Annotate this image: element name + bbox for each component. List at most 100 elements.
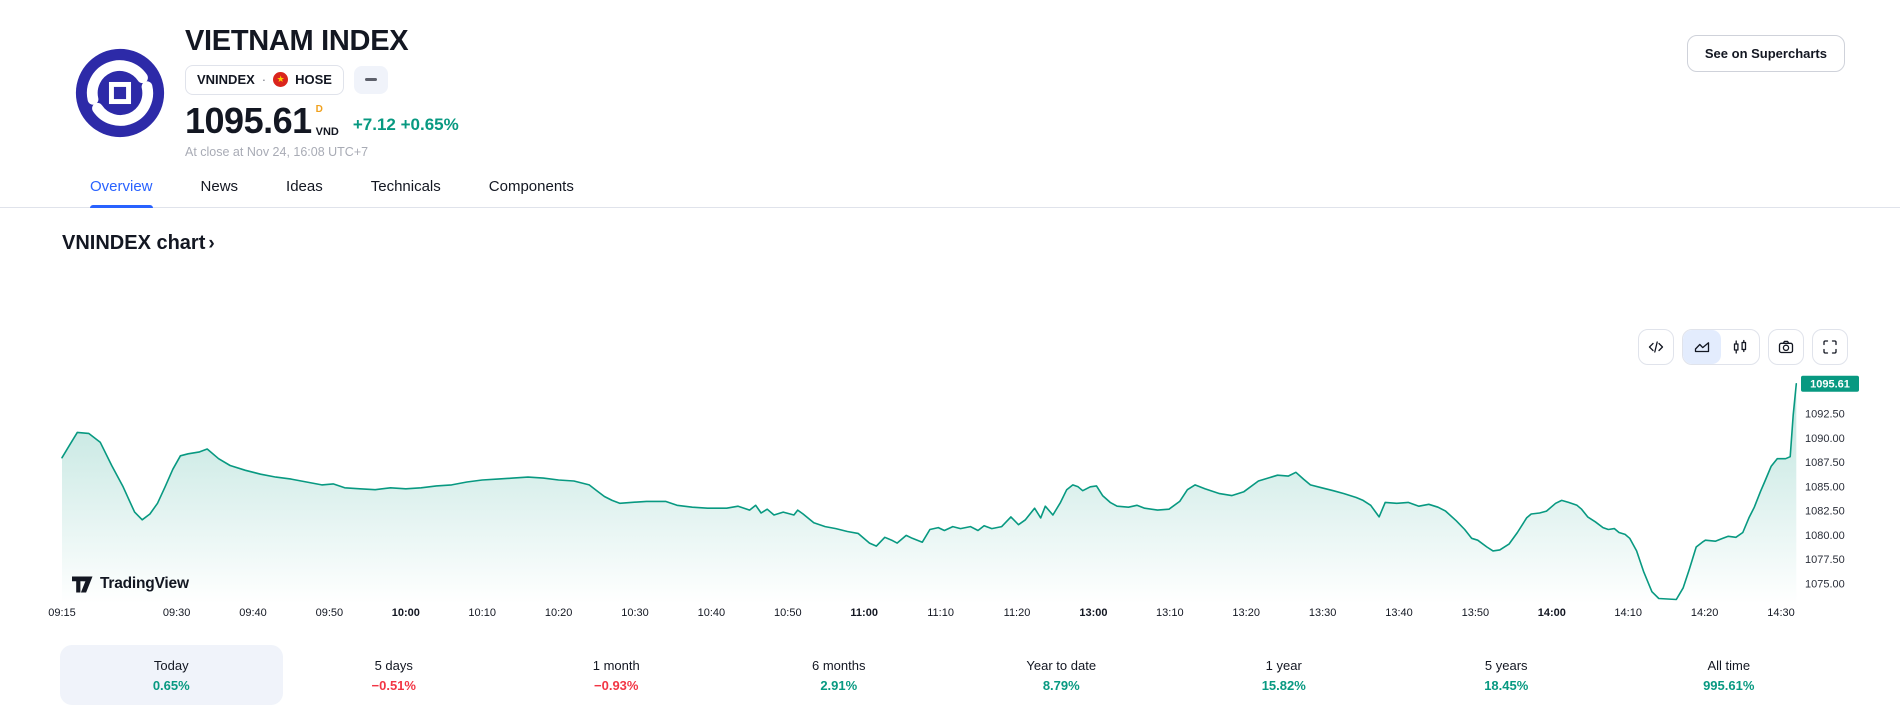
fullscreen-icon: [1823, 340, 1837, 354]
period-label: Today: [153, 657, 189, 673]
time-axis-label: 14:30: [1767, 607, 1795, 619]
y-axis-tick: 1085.00: [1805, 481, 1845, 493]
tab-overview[interactable]: Overview: [90, 174, 153, 208]
period-label: 6 months: [812, 657, 866, 673]
snapshot-button[interactable]: [1768, 329, 1804, 365]
symbol-logo: [75, 48, 165, 138]
time-axis-label: 10:20: [545, 607, 573, 619]
time-axis-label: 10:40: [698, 607, 726, 619]
time-axis-label: 13:20: [1232, 607, 1260, 619]
chart-toolbar: [1638, 329, 1848, 365]
market-status: At close at Nov 24, 16:08 UTC+7: [185, 145, 369, 160]
symbol-name: VNINDEX: [197, 72, 255, 88]
time-axis-label: 10:10: [468, 607, 496, 619]
period-1-month[interactable]: 1 month −0.93%: [505, 645, 728, 705]
tab-components[interactable]: Components: [488, 178, 574, 195]
separator-dot: ·: [261, 72, 267, 88]
last-price: 1095.61: [185, 99, 312, 141]
period-1-year[interactable]: 1 year 15.82%: [1173, 645, 1396, 705]
minus-icon: [364, 78, 377, 82]
area-style-button[interactable]: [1683, 330, 1721, 364]
time-axis-label: 09:40: [239, 607, 267, 619]
watermark-label: TradingView: [100, 575, 189, 592]
price-unit-stack: D VND: [316, 105, 339, 138]
watchlist-remove-button[interactable]: [353, 65, 388, 94]
time-axis-label: 10:30: [621, 607, 649, 619]
code-icon: [1648, 341, 1664, 353]
tab-ideas[interactable]: Ideas: [286, 178, 323, 195]
tab-technicals[interactable]: Technicals: [370, 178, 441, 195]
camera-icon: [1778, 340, 1794, 354]
area-chart-icon: [1694, 342, 1710, 353]
period-change-value: −0.93%: [594, 677, 639, 693]
period-all-time[interactable]: All time 995.61%: [1618, 645, 1841, 705]
tradingview-watermark[interactable]: TradingView: [72, 575, 189, 593]
page-title: VIETNAM INDEX: [185, 25, 409, 57]
period-label: 5 years: [1484, 657, 1528, 673]
symbol-row: VNINDEX · ★ HOSE: [185, 64, 459, 95]
period-5-days[interactable]: 5 days −0.51%: [283, 645, 506, 705]
tab-news[interactable]: News: [200, 178, 239, 195]
time-axis-label: 13:30: [1309, 607, 1337, 619]
period-label: All time: [1707, 657, 1751, 673]
y-axis-tick: 1092.50: [1805, 409, 1845, 421]
price-row: 1095.61 D VND +7.12 +0.65%: [185, 99, 459, 141]
period-change-value: 8.79%: [1042, 677, 1080, 693]
y-axis-tick: 1075.00: [1805, 578, 1845, 590]
chart-section-link[interactable]: VNINDEX chart ›: [62, 232, 215, 255]
time-axis-label: 11:00: [850, 607, 878, 619]
time-axis-label: 13:50: [1462, 607, 1490, 619]
period-change-value: 15.82%: [1261, 677, 1306, 693]
tradingview-logo-icon: [72, 576, 93, 592]
time-axis-label: 13:00: [1079, 607, 1107, 619]
vietnam-flag-icon: ★: [273, 72, 289, 88]
price-change: +7.12 +0.65%: [353, 115, 459, 138]
y-axis-tick: 1077.50: [1805, 554, 1845, 566]
time-axis-label: 10:50: [774, 607, 802, 619]
period-label: Year to date: [1026, 657, 1097, 673]
chevron-right-icon: ›: [208, 232, 215, 254]
see-on-supercharts-button[interactable]: See on Supercharts: [1686, 35, 1845, 72]
period-year-to-date[interactable]: Year to date 8.79%: [950, 645, 1173, 705]
period-today[interactable]: Today 0.65%: [60, 645, 283, 705]
y-axis-tick: 1090.00: [1805, 433, 1845, 445]
chart-section-title: VNINDEX chart: [62, 232, 206, 254]
tab-bar: Overview News Ideas Technicals Components: [0, 174, 1900, 208]
time-axis-label: 11:10: [927, 607, 954, 619]
change-absolute: +7.12: [352, 115, 396, 135]
period-change-value: 995.61%: [1703, 677, 1755, 693]
time-axis-label: 14:20: [1691, 607, 1719, 619]
period-label: 1 month: [592, 657, 640, 673]
time-axis-label: 14:10: [1614, 607, 1642, 619]
period-label: 1 year: [1265, 657, 1302, 673]
currency-label: VND: [315, 126, 339, 139]
chart-style-toggle: [1682, 329, 1760, 365]
time-axis-label: 14:00: [1538, 607, 1566, 619]
period-change-value: 2.91%: [820, 677, 858, 693]
period-change-value: 0.65%: [152, 677, 190, 693]
period-6-months[interactable]: 6 months 2.91%: [728, 645, 951, 705]
period-label: 5 days: [374, 657, 413, 673]
interval-badge: D: [315, 104, 323, 116]
period-change-value: 18.45%: [1484, 677, 1529, 693]
time-axis-label: 11:20: [1004, 607, 1031, 619]
exchange-name: HOSE: [295, 72, 332, 88]
symbol-badge[interactable]: VNINDEX · ★ HOSE: [185, 64, 344, 95]
area-series-fill: [62, 383, 1797, 604]
time-axis-label: 10:00: [392, 607, 420, 619]
time-axis-label: 13:10: [1156, 607, 1184, 619]
fullscreen-button[interactable]: [1812, 329, 1848, 365]
period-change-value: −0.51%: [371, 677, 416, 693]
y-axis-tick: 1082.50: [1805, 506, 1845, 518]
period-5-years[interactable]: 5 years 18.45%: [1395, 645, 1618, 705]
candles-style-button[interactable]: [1721, 330, 1759, 364]
time-axis-label: 09:30: [163, 607, 191, 619]
code-widget-button[interactable]: [1638, 329, 1674, 365]
last-price-badge-value: 1095.61: [1810, 379, 1850, 391]
price-line-series: [61, 383, 1798, 601]
candles-icon: [1733, 339, 1747, 354]
time-axis-label: 09:15: [48, 607, 76, 619]
y-axis-tick: 1080.00: [1805, 530, 1845, 542]
y-axis-tick: 1087.50: [1805, 457, 1845, 469]
